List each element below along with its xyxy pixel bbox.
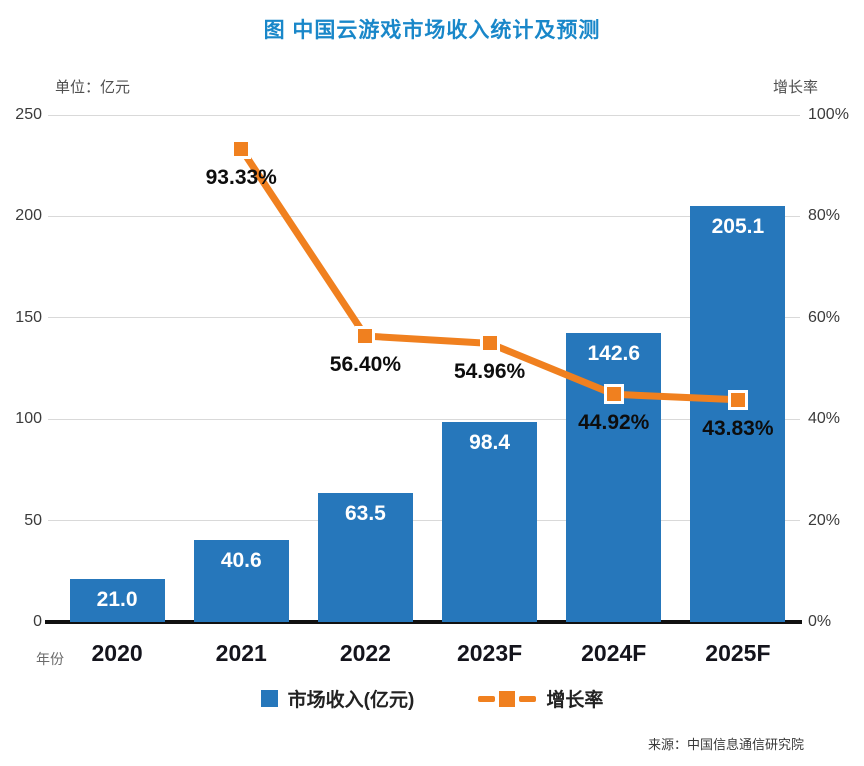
bar-value-label: 21.0 xyxy=(96,588,138,612)
x-axis-title: 年份 xyxy=(36,651,64,667)
line-value-label: 43.83% xyxy=(702,416,774,440)
line-value-label: 56.40% xyxy=(329,353,402,377)
line-marker xyxy=(355,326,376,347)
bar-series-swatch-icon xyxy=(260,690,278,707)
bar-2021 xyxy=(193,539,289,622)
y-axis-tick-right: 60% xyxy=(808,308,841,326)
bar-2023F xyxy=(442,422,538,622)
line-marker xyxy=(603,384,624,405)
bar-2022 xyxy=(317,493,413,622)
y-axis-tick-right: 0% xyxy=(808,613,832,630)
source-note: 来源：中国信息通信研究院 xyxy=(647,737,804,752)
x-axis-line xyxy=(45,620,802,624)
x-axis-label: 2023F xyxy=(456,640,523,666)
left-axis-unit-label: 单位：亿元 xyxy=(55,79,131,96)
y-axis-tick-left: 250 xyxy=(15,106,42,123)
chart-title: 图 中国云游戏市场收入统计及预测 xyxy=(263,19,601,42)
legend: 市场收入(亿元) 增长率 xyxy=(0,685,864,712)
legend-label-revenue: 市场收入(亿元) xyxy=(287,690,415,711)
line-marker xyxy=(727,389,748,410)
y-axis-tick-right: 40% xyxy=(808,410,841,428)
legend-item-growth: 增长率 xyxy=(478,685,603,712)
x-axis-label: 2021 xyxy=(215,640,267,666)
legend-label-growth: 增长率 xyxy=(546,690,604,711)
line-marker xyxy=(479,333,500,354)
line-marker xyxy=(231,138,252,159)
x-axis-label: 2022 xyxy=(339,640,391,666)
y-axis-tick-left: 200 xyxy=(15,207,42,225)
y-axis-tick-right: 20% xyxy=(808,511,841,529)
y-axis-tick-left: 50 xyxy=(24,511,42,529)
legend-item-revenue: 市场收入(亿元) xyxy=(260,685,415,712)
line-value-label: 93.33% xyxy=(205,165,277,189)
line-value-label: 44.92% xyxy=(578,411,650,435)
right-axis-unit-label: 增长率 xyxy=(772,79,818,96)
gridline xyxy=(48,418,800,420)
gridline xyxy=(48,114,800,116)
y-axis-tick-right: 100% xyxy=(808,106,849,123)
gridline xyxy=(48,317,800,319)
y-axis-tick-left: 0 xyxy=(33,613,42,630)
bar-value-label: 98.4 xyxy=(469,431,511,455)
x-axis-label: 2025F xyxy=(705,640,771,666)
bar-value-label: 205.1 xyxy=(711,215,765,239)
x-axis-label: 2024F xyxy=(581,640,647,666)
bar-value-label: 63.5 xyxy=(344,502,386,526)
bar-value-label: 142.6 xyxy=(587,341,641,365)
bar-2025F xyxy=(690,206,786,622)
y-axis-tick-left: 100 xyxy=(15,410,42,428)
gridline xyxy=(48,215,800,217)
bar-2020 xyxy=(69,579,165,622)
line-series-marker-icon xyxy=(478,690,537,707)
y-axis-tick-right: 80% xyxy=(808,207,841,225)
x-axis-label: 2020 xyxy=(91,640,143,666)
bar-value-label: 40.6 xyxy=(220,548,262,572)
gridline xyxy=(48,520,800,522)
y-axis-tick-left: 150 xyxy=(15,308,42,326)
line-value-label: 54.96% xyxy=(453,360,526,384)
